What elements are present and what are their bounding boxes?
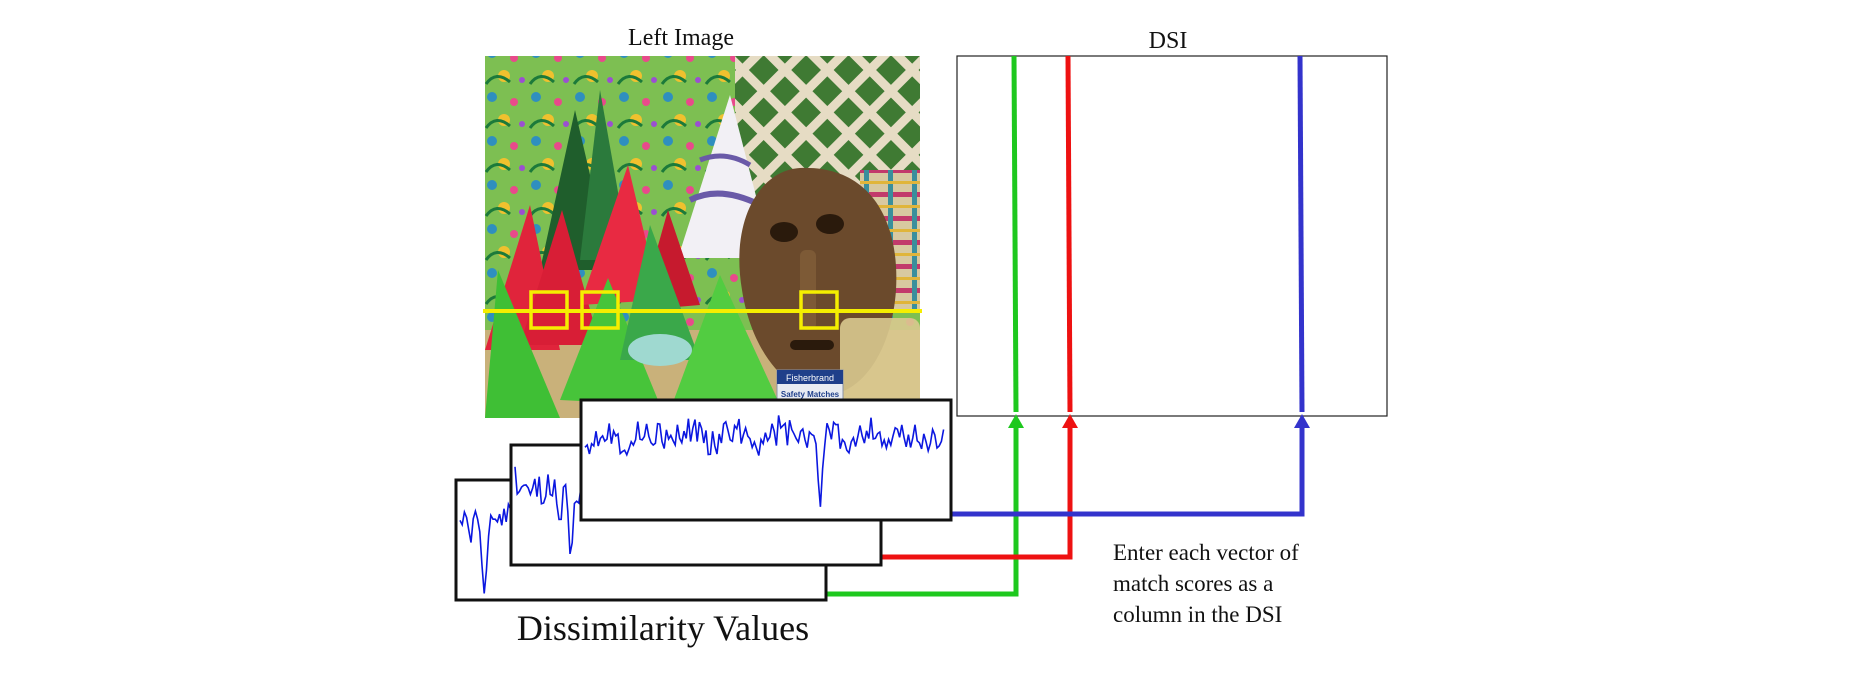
note-line: match scores as a — [1113, 571, 1273, 596]
plot-panel-frame — [579, 398, 953, 522]
glass-jar — [840, 318, 920, 418]
matchbox-brand: Fisherbrand — [786, 373, 834, 383]
blue-jar — [628, 334, 692, 366]
dsi-title: DSI — [1149, 28, 1188, 54]
left-image: Fisherbrand Safety Matches — [485, 56, 920, 418]
matching-window-box — [580, 290, 620, 330]
left-image-title: Left Image — [628, 25, 734, 51]
note-line: column in the DSI — [1113, 602, 1282, 627]
matching-window-box — [799, 290, 839, 330]
dissimilarity-caption: Dissimilarity Values — [517, 608, 809, 648]
green-cone — [620, 225, 700, 360]
dissimilarity-panels — [454, 398, 953, 602]
dsi-column-blue — [1297, 55, 1305, 413]
dsi-frame — [956, 55, 1388, 417]
dissimilarity-plot-3 — [579, 398, 953, 522]
blue-connector-path — [950, 424, 1305, 517]
note-line: Enter each vector of — [1113, 540, 1299, 565]
dsi-column-green — [1011, 55, 1019, 413]
green-cone — [560, 278, 660, 405]
matchbox-product: Safety Matches — [781, 390, 840, 399]
dsi-instruction-note: Enter each vector of match scores as a c… — [1113, 540, 1305, 627]
dissimilarity-curve — [584, 415, 945, 507]
red-arrowhead — [1062, 414, 1078, 428]
green-cone — [672, 275, 780, 405]
arrowheads — [1008, 414, 1310, 428]
connector-paths — [824, 55, 1305, 597]
matching-window-box — [529, 290, 569, 330]
green-connector-path — [824, 424, 1019, 597]
red-connector-path — [879, 424, 1073, 560]
matching-windows — [529, 290, 839, 330]
green-cone — [485, 270, 560, 418]
green-arrowhead — [1008, 414, 1024, 428]
blue-arrowhead — [1294, 414, 1310, 428]
dsi-column-red — [1065, 55, 1073, 413]
